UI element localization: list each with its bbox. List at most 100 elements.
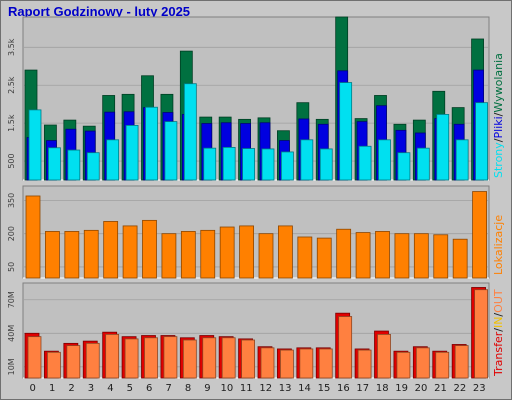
bar-out [396, 351, 411, 379]
bar-lokalizacje [394, 233, 410, 279]
bar-out [105, 334, 120, 379]
bar-out [338, 316, 353, 379]
side-label-strony-pliki-wywolania: Strony/Pliki/Wywolania [492, 53, 505, 178]
side-label-part: OUT [492, 289, 505, 313]
side-label-part: Wywolania [492, 53, 505, 113]
bar-lokalizacje [200, 229, 216, 279]
bar-out [260, 347, 275, 379]
bar-out [318, 348, 333, 379]
ytick-label-strony-pliki-wywolania: 3.5k [7, 38, 16, 56]
bar-wywolania [300, 139, 314, 181]
bar-lokalizacje [316, 237, 332, 279]
bar-wywolania [475, 102, 488, 181]
x-tick-label: 1 [49, 383, 55, 394]
side-label-transfer: Transfer/IN/OUT [492, 289, 505, 377]
bar-wywolania [48, 147, 61, 181]
bar-out [221, 337, 236, 379]
bar-out [280, 349, 294, 379]
bar-wywolania [164, 121, 178, 181]
bar-wywolania [183, 83, 197, 181]
bar-wywolania [358, 145, 372, 181]
plot-area-lokalizacje [22, 185, 490, 279]
x-tick-label: 11 [240, 383, 253, 394]
bar-wywolania [125, 125, 139, 181]
ytick-label-lokalizacje: 50 [7, 262, 16, 272]
bar-lokalizacje [122, 225, 138, 279]
bar-out [124, 338, 139, 379]
bar-out [85, 342, 100, 379]
bar-wywolania [339, 82, 353, 181]
x-tick-label: 22 [454, 383, 467, 394]
bar-lokalizacje [375, 231, 390, 279]
plot-area-transfer [22, 282, 490, 379]
ytick-label-lokalizacje: 350 [7, 193, 16, 208]
bar-out [357, 349, 372, 379]
bar-out [435, 351, 450, 379]
x-tick-label: 16 [337, 383, 350, 394]
x-tick-label: 14 [298, 383, 311, 394]
bar-lokalizacje [433, 234, 449, 279]
x-tick-label: 3 [88, 383, 94, 394]
bar-wywolania [397, 152, 411, 181]
x-tick-label: 12 [259, 383, 272, 394]
bar-out [163, 336, 178, 379]
bar-out [66, 345, 81, 379]
x-tick-label: 23 [473, 383, 486, 394]
bar-lokalizacje [297, 236, 313, 279]
bar-out [202, 337, 217, 379]
ytick-label-strony-pliki-wywolania: 2.5k [7, 76, 16, 94]
x-tick-label: 6 [146, 383, 152, 394]
x-tick-label: 0 [30, 383, 36, 394]
bar-out [377, 334, 391, 379]
side-label-part: Lokalizacje [492, 215, 505, 275]
bar-out [144, 337, 158, 379]
ytick-label-lokalizacje: 200 [7, 226, 16, 241]
bar-wywolania [222, 146, 236, 181]
bar-wywolania [378, 139, 391, 181]
bar-wywolania [281, 151, 294, 181]
bar-out [182, 339, 197, 379]
side-label-part: Pliki [492, 116, 505, 138]
bar-out [47, 351, 61, 379]
bar-lokalizacje [278, 225, 293, 279]
x-tick-label: 13 [279, 383, 292, 394]
side-label-part: Strony [492, 142, 505, 178]
x-tick-label: 5 [127, 383, 133, 394]
x-tick-label: 21 [434, 383, 447, 394]
bar-out [415, 347, 430, 379]
x-tick-label: 10 [221, 383, 234, 394]
x-tick-label: 19 [395, 383, 408, 394]
x-tick-label: 18 [376, 383, 389, 394]
bar-out [454, 345, 469, 379]
x-tick-label: 8 [185, 383, 191, 394]
bar-out [474, 289, 488, 379]
x-tick-label: 15 [318, 383, 331, 394]
bar-lokalizacje [161, 233, 177, 279]
x-tick-label: 2 [68, 383, 74, 394]
bar-out [27, 336, 42, 379]
bar-wywolania [203, 147, 217, 181]
bar-lokalizacje [83, 229, 99, 279]
bar-lokalizacje [103, 221, 119, 279]
bar-lokalizacje [64, 231, 80, 279]
bar-lokalizacje [239, 225, 254, 279]
bar-lokalizacje [219, 226, 235, 279]
bar-lokalizacje [180, 231, 196, 279]
bar-wywolania [28, 109, 42, 181]
bar-lokalizacje [452, 238, 468, 279]
bar-wywolania [319, 148, 333, 181]
side-label-part: Transfer [492, 331, 505, 377]
x-tick-label: 4 [107, 383, 113, 394]
side-label-lokalizacje: Lokalizacje [492, 215, 505, 275]
bar-out [241, 339, 255, 379]
ytick-label-strony-pliki-wywolania: 500 [7, 153, 16, 168]
bar-lokalizacje [472, 191, 487, 279]
bar-wywolania [416, 147, 430, 181]
bar-lokalizacje [45, 231, 60, 279]
ytick-label-transfer: 10M [7, 358, 16, 375]
bar-lokalizacje [336, 228, 352, 279]
bar-lokalizacje [258, 233, 274, 279]
ytick-label-strony-pliki-wywolania: 1.5k [7, 114, 16, 132]
bar-wywolania [436, 114, 450, 181]
